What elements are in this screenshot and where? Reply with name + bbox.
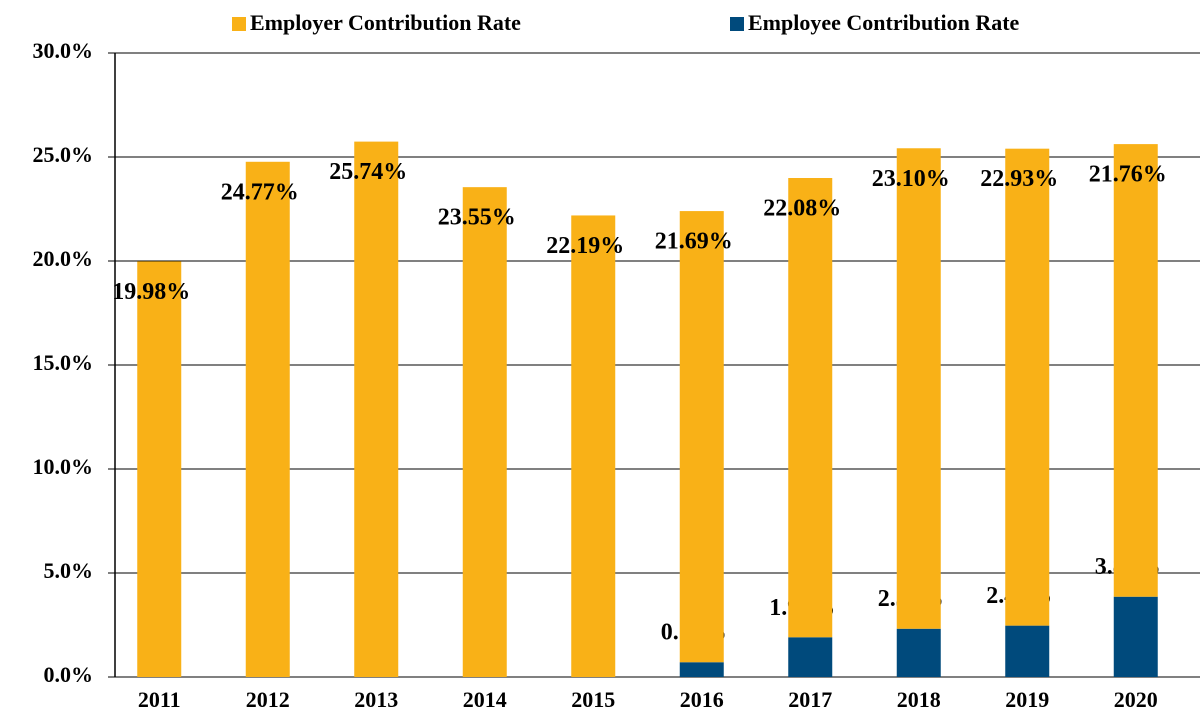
bar-segment [896,148,941,629]
bar-segment [679,662,724,677]
x-tick-label: 2012 [246,687,290,712]
x-tick-label: 2014 [463,687,507,712]
bar-segment [896,628,941,677]
bar-segment [788,178,833,638]
data-label: 23.55% [438,205,516,231]
data-label: 22.19% [546,233,624,259]
bar-segment [571,215,616,677]
bar-segment [462,187,507,677]
x-tick-label: 2015 [571,687,615,712]
data-label: 23.10% [872,166,950,192]
bar-segment [679,211,724,663]
x-tick-label: 2020 [1114,687,1158,712]
y-tick-label: 15.0% [33,350,94,375]
legend-swatch [232,17,246,31]
data-label: 22.08% [763,196,841,222]
y-tick-label: 10.0% [33,454,94,479]
legend-label: Employer Contribution Rate [250,10,521,35]
bar-segment [245,161,290,677]
bar-segment [1005,148,1050,626]
x-tick-label: 2018 [897,687,941,712]
data-label: 21.76% [1089,162,1167,188]
data-label: 25.74% [329,159,407,185]
bar-segment [788,637,833,677]
data-label: 21.69% [655,229,733,255]
data-label: 22.93% [980,166,1058,192]
bar-segment [354,141,399,677]
x-tick-label: 2019 [1005,687,1049,712]
x-tick-label: 2016 [680,687,724,712]
bar-segment [1113,596,1158,677]
legend-label: Employee Contribution Rate [748,10,1020,35]
legend-swatch [730,17,744,31]
y-tick-label: 25.0% [33,142,94,167]
y-tick-label: 0.0% [44,662,94,687]
bar-segment [137,261,182,677]
x-tick-label: 2017 [788,687,832,712]
y-tick-label: 30.0% [33,38,94,63]
bar-segment [1005,625,1050,677]
y-tick-label: 5.0% [44,558,94,583]
x-tick-label: 2013 [354,687,398,712]
x-tick-label: 2011 [138,687,181,712]
y-tick-label: 20.0% [33,246,94,271]
bar-segment [1113,144,1158,597]
data-label: 19.98% [112,279,190,305]
data-label: 24.77% [221,179,299,205]
